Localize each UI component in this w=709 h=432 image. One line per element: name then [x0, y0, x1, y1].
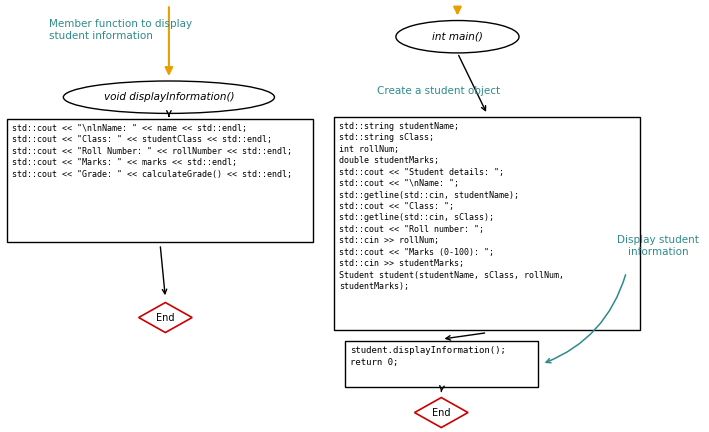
FancyArrowPatch shape	[546, 275, 625, 363]
Text: Member function to display
student information: Member function to display student infor…	[49, 19, 192, 41]
FancyBboxPatch shape	[335, 117, 640, 330]
FancyArrowPatch shape	[166, 7, 172, 74]
FancyArrowPatch shape	[454, 6, 461, 13]
Text: void displayInformation(): void displayInformation()	[104, 92, 234, 102]
Text: End: End	[432, 407, 450, 418]
Polygon shape	[139, 302, 192, 333]
Text: std::cout << "\nlnName: " << name << std::endl;
std::cout << "Class: " << studen: std::cout << "\nlnName: " << name << std…	[12, 124, 292, 179]
Text: End: End	[156, 312, 174, 323]
Ellipse shape	[396, 20, 519, 53]
Text: std::string studentName;
std::string sClass;
int rollNum;
double studentMarks;
s: std::string studentName; std::string sCl…	[339, 122, 564, 291]
Text: Create a student object: Create a student object	[376, 86, 500, 96]
FancyBboxPatch shape	[7, 119, 313, 242]
Text: Display student
information: Display student information	[617, 235, 699, 257]
Ellipse shape	[63, 81, 274, 113]
Polygon shape	[415, 397, 468, 428]
Text: int main(): int main()	[432, 32, 483, 42]
Text: student.displayInformation();
return 0;: student.displayInformation(); return 0;	[350, 346, 506, 367]
FancyBboxPatch shape	[345, 341, 538, 387]
